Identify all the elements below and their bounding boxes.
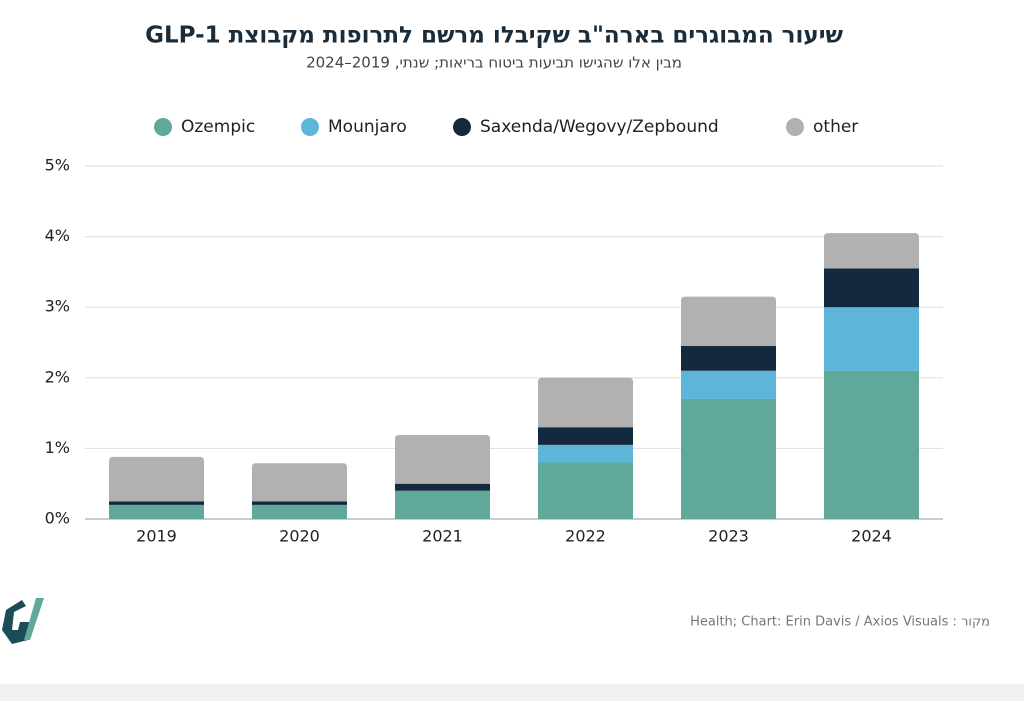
logo [2,598,44,644]
chart-title: שיעור המבוגרים בארה"ב שקיבלו מרשם לתרופו… [145,23,843,49]
x-tick-label: 2023 [708,527,749,546]
legend-swatch [154,118,172,136]
x-tick-label: 2019 [136,527,177,546]
bar-segment [252,463,347,502]
chart-subtitle: מבין אלו שהגישו תביעות ביטוח בריאות; שנת… [306,54,682,72]
bar-segment [824,307,919,371]
legend-label: other [813,117,858,137]
bar-segment [824,370,919,519]
bar-segment [681,398,776,519]
footer-strip [0,684,1024,701]
bar-segment [252,504,347,519]
x-tick-label: 2024 [851,527,892,546]
bar-segment [395,483,490,491]
bar-segment [538,427,633,445]
bar-segment [538,444,633,463]
y-tick-label: 1% [45,438,70,457]
bar-segment [824,268,919,308]
source: מקור : Health; Chart: Erin Davis / Axios… [690,615,990,630]
bar-segment [395,434,490,484]
x-tick-label: 2020 [279,527,320,546]
legend-swatch [301,118,319,136]
x-tick-label: 2021 [422,527,463,546]
y-tick-label: 3% [45,297,70,316]
bar-segment [681,346,776,371]
bar-segment [395,490,490,519]
legend-label: Mounjaro [328,117,407,137]
bar-segment [109,501,204,505]
bar-segment [538,462,633,519]
legend-swatch [453,118,471,136]
y-tick-label: 4% [45,226,70,245]
bar-segment [824,233,919,269]
legend-label: Saxenda/Wegovy/Zepbound [480,117,719,137]
y-tick-label: 0% [45,509,70,528]
bar-segment [109,456,204,502]
x-tick-label: 2022 [565,527,606,546]
legend-swatch [786,118,804,136]
bar-segment [252,501,347,505]
bar-segment [681,296,776,347]
bar-segment [109,504,204,519]
bar-segment [538,377,633,428]
bar-segment [681,370,776,399]
y-tick-label: 5% [45,156,70,175]
y-tick-label: 2% [45,367,70,386]
legend-label: Ozempic [181,117,255,137]
